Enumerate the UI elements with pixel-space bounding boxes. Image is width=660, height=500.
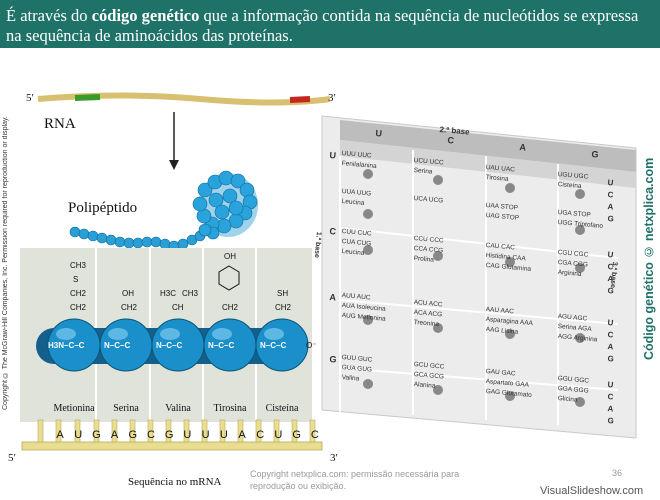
table-first-base: C (329, 226, 337, 237)
table-third-base: G (607, 416, 615, 426)
table-third-base: U (607, 178, 614, 188)
svg-text:CH2: CH2 (275, 303, 292, 312)
amino-name-3: Valina (165, 403, 191, 414)
table-cell-text: Serina (413, 167, 433, 176)
svg-text:CH2: CH2 (70, 289, 87, 298)
mrna-backbone (21, 441, 323, 451)
start-codon-mark (74, 94, 101, 101)
svg-text:CH2: CH2 (70, 303, 87, 312)
backbone-atoms: H3N–C–C N–C–C N–C–C N–C–C N–C–C (48, 341, 286, 350)
title-text-start: É através do (6, 6, 92, 25)
watermark-text: Copyright netxplica.com: permissão neces… (250, 469, 460, 491)
amino-spheres (47, 318, 309, 372)
side-group-labels: CH3 S CH2 CH2 OH CH2 H3C CH3 CH OH CH2 SH CH2 (70, 252, 292, 312)
table-third-base: U (607, 250, 614, 260)
title-bold-term: código genético (91, 6, 200, 25)
svg-text:N–C–C: N–C–C (208, 341, 234, 350)
amino-name-4: Tirosina (213, 403, 247, 414)
table-third-base: A (607, 274, 614, 284)
table-third-base: C (607, 330, 614, 340)
svg-text:S: S (73, 275, 78, 284)
svg-text:N–C–C: N–C–C (156, 341, 182, 350)
table-third-base: U (607, 380, 614, 390)
codon-letter: U (74, 429, 83, 441)
amino-name-5: Cisteína (265, 403, 299, 414)
svg-text:OH: OH (224, 252, 236, 261)
svg-text:CH3: CH3 (182, 289, 199, 298)
codon-letter: A (110, 429, 119, 441)
table-third-base: A (607, 202, 614, 212)
codon-letter: U (274, 429, 283, 441)
svg-text:H3C: H3C (160, 289, 176, 298)
svg-text:H3N–C–C: H3N–C–C (48, 341, 85, 350)
table-second-base: G (591, 149, 599, 160)
three-prime-bottom: 3′ (330, 452, 338, 464)
three-prime-top: 3′ (328, 92, 336, 104)
title-text-end: que a informação contida na sequência de… (6, 6, 639, 45)
polypeptide-label: Polipéptido (68, 200, 138, 216)
table-cell-text: Valina (341, 374, 360, 383)
svg-text:N–C–C: N–C–C (104, 341, 130, 350)
table-third-base: G (607, 214, 615, 224)
table-first-base: G (329, 354, 337, 365)
stop-codon-mark (289, 96, 311, 103)
table-first-base: U (329, 150, 337, 161)
codon-letter: G (92, 429, 101, 441)
amino-name-1: Metionina (53, 403, 95, 414)
codon-letter: G (128, 429, 138, 441)
table-third-base: A (607, 342, 614, 352)
table-third-base: G (607, 354, 615, 364)
svg-text:CH: CH (172, 303, 184, 312)
svg-text:SH: SH (277, 289, 288, 298)
svg-text:N–C–C: N–C–C (260, 341, 286, 350)
codon-table (321, 115, 637, 439)
rna-label: RNA (44, 116, 76, 132)
table-second-base: A (519, 142, 527, 153)
table-first-base: A (329, 292, 337, 303)
codon-letter: C (310, 429, 319, 441)
codon-letter: U (201, 429, 210, 441)
polypeptide-chain (69, 226, 206, 252)
svg-text:CH3: CH3 (70, 261, 87, 270)
arrow-head-icon (169, 160, 179, 170)
table-third-base: C (607, 392, 614, 402)
table-second-base: U (375, 128, 383, 139)
brand-text: VisualSlideshow.com (540, 485, 644, 497)
five-prime-top: 5′ (26, 92, 34, 104)
codon-letter: G (164, 429, 174, 441)
page-number: 36 (612, 468, 623, 478)
svg-text:O⁻: O⁻ (306, 341, 316, 350)
slide-title: É através do código genético que a infor… (0, 0, 660, 48)
mrna-teeth (37, 419, 316, 443)
codon-letter: C (256, 429, 265, 441)
benzene-ring (218, 265, 240, 291)
codon-letter: U (219, 429, 228, 441)
five-prime-bottom: 5′ (8, 452, 16, 464)
table-third-base: G (607, 286, 615, 296)
codon-letter: U (183, 429, 192, 441)
table-third-base: C (607, 262, 614, 272)
codon-letter: A (238, 429, 246, 441)
codon-letter: G (292, 429, 301, 441)
table-third-base: U (607, 318, 614, 328)
amino-name-2: Serina (113, 403, 139, 414)
sequence-label: Sequência no mRNA (128, 476, 222, 488)
polypeptide-globule (192, 170, 258, 240)
table-third-base: A (607, 404, 614, 414)
codon-letter: C (147, 429, 155, 441)
codon-letter: A (56, 429, 64, 441)
table-third-base: C (607, 190, 614, 200)
table-second-base: C (447, 135, 455, 146)
svg-text:CH2: CH2 (121, 303, 138, 312)
svg-text:OH: OH (122, 289, 134, 298)
svg-text:CH2: CH2 (222, 303, 239, 312)
